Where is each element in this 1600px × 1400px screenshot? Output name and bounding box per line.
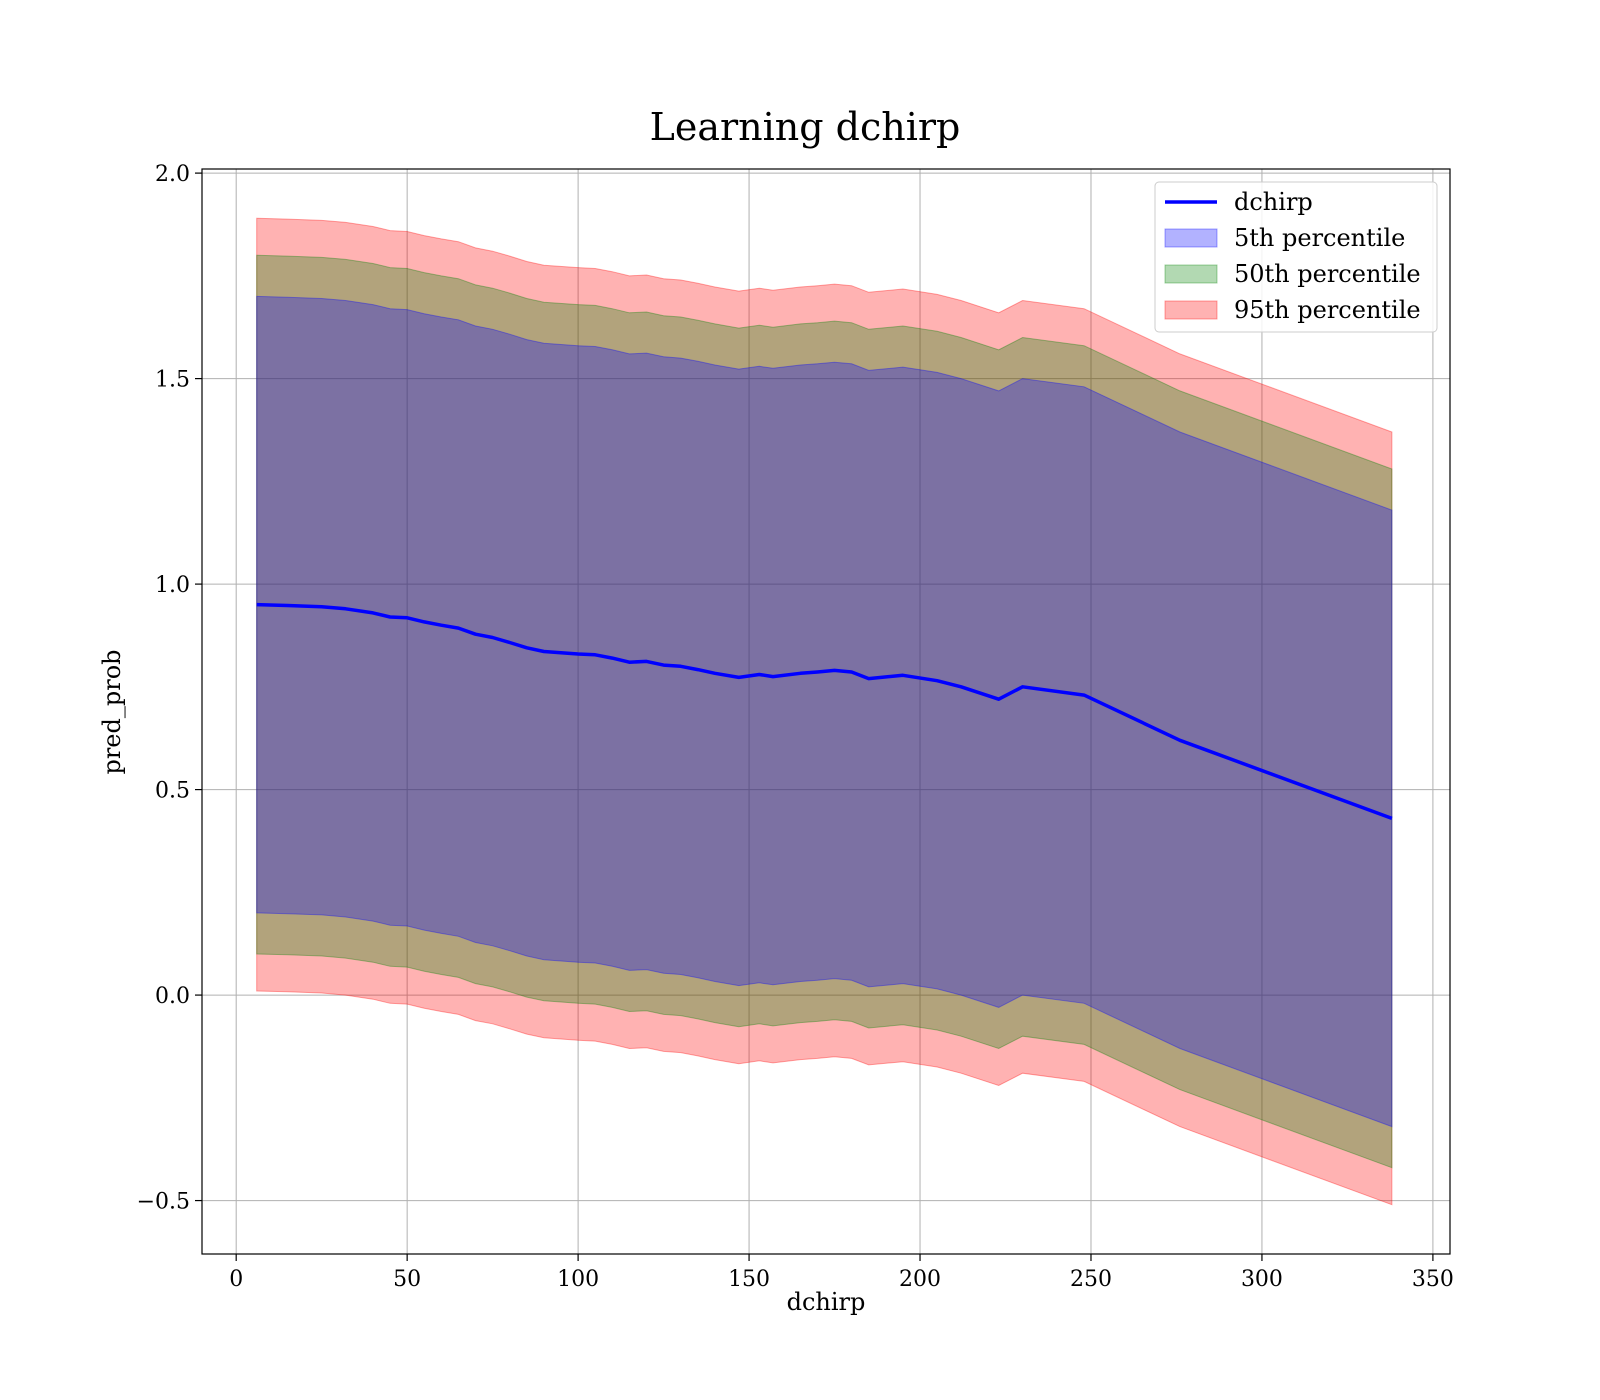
legend-label: 95th percentile <box>1234 296 1421 324</box>
y-axis-ticks: −0.5 0.0 0.5 1.0 1.5 2.0 <box>137 162 202 1215</box>
chart-title: Learning dchirp <box>650 105 961 149</box>
band-5th-percentile <box>256 295 1393 1128</box>
series-lines <box>256 602 1393 821</box>
x-axis-ticks: 0 50 100 150 200 250 300 350 <box>229 1254 1454 1292</box>
x-tick-label: 250 <box>1070 1267 1112 1292</box>
x-axis-label: dchirp <box>787 1288 866 1316</box>
y-tick-label: 1.5 <box>155 368 190 393</box>
band-95th-percentile <box>256 217 1393 1206</box>
legend-swatch-band <box>1164 264 1218 284</box>
y-tick-label: 1.0 <box>155 573 190 598</box>
x-tick-label: 0 <box>229 1267 243 1292</box>
legend-label: dchirp <box>1234 188 1313 216</box>
legend-swatch-band <box>1164 300 1218 320</box>
x-tick-label: 300 <box>1241 1267 1283 1292</box>
y-tick-label: 0.5 <box>155 779 190 804</box>
plot-frame <box>201 168 1451 1255</box>
y-axis-label: pred_prob <box>98 649 126 774</box>
x-tick-label: 50 <box>393 1267 421 1292</box>
legend-label: 50th percentile <box>1234 260 1421 288</box>
grid <box>202 169 1450 1254</box>
y-tick-label: 0.0 <box>155 984 190 1009</box>
legend: dchirp 5th percentile 50th percentile 95th … <box>1154 181 1438 333</box>
x-tick-label: 200 <box>899 1267 941 1292</box>
percentile-bands <box>256 217 1393 1206</box>
legend-box <box>1154 181 1438 333</box>
legend-label: 5th percentile <box>1234 224 1405 252</box>
band-50th-percentile <box>256 254 1393 1169</box>
legend-swatch-band <box>1164 228 1218 248</box>
series-line-dchirp <box>256 602 1393 821</box>
x-tick-label: 150 <box>728 1267 770 1292</box>
x-tick-label: 100 <box>557 1267 599 1292</box>
y-tick-label: −0.5 <box>137 1190 190 1215</box>
y-tick-label: 2.0 <box>155 162 190 187</box>
x-tick-label: 350 <box>1412 1267 1454 1292</box>
